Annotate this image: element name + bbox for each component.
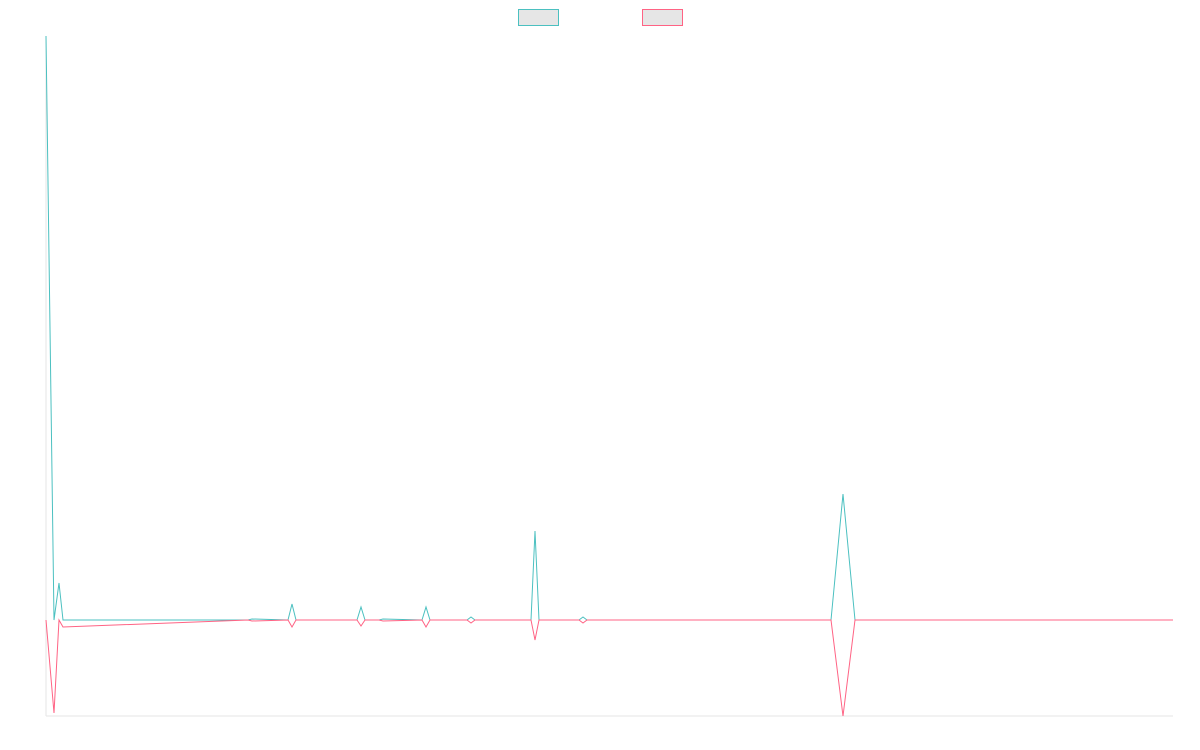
legend — [518, 9, 683, 26]
legend-swatch-2 — [642, 9, 683, 26]
legend-swatch-1 — [518, 9, 559, 26]
series-line-1 — [45, 35, 1173, 621]
axes — [45, 36, 1173, 717]
series-layer — [45, 35, 1173, 717]
series-line-2 — [45, 618, 1173, 717]
